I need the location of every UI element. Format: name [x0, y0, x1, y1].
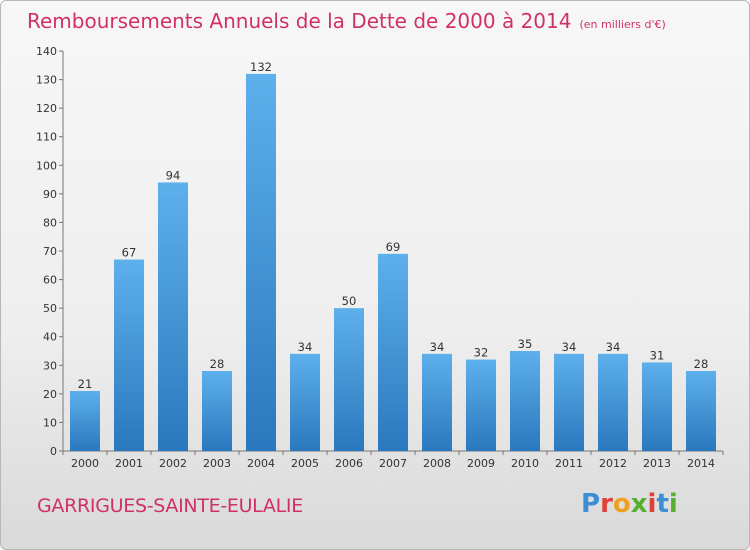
y-tick-label: 140 [36, 45, 57, 58]
bar-value-label: 34 [562, 340, 577, 354]
x-tick-label: 2010 [511, 457, 539, 470]
bar-value-label: 28 [210, 357, 225, 371]
x-tick-label: 2008 [423, 457, 451, 470]
y-tick-label: 20 [43, 388, 57, 401]
bar [422, 353, 452, 451]
chart-title-text: Remboursements Annuels de la Dette de 20… [27, 9, 572, 33]
y-tick-label: 50 [43, 302, 57, 315]
x-tick-label: 2011 [555, 457, 583, 470]
y-tick-label: 40 [43, 331, 57, 344]
x-tick-label: 2003 [203, 457, 231, 470]
bar-value-label: 50 [342, 294, 357, 308]
x-tick-label: 2013 [643, 457, 671, 470]
x-tick-label: 2002 [159, 457, 187, 470]
x-tick-label: 2009 [467, 457, 495, 470]
bar-value-label: 69 [386, 240, 401, 254]
chart-unit: (en milliers d'€) [579, 18, 666, 31]
y-tick-label: 130 [36, 74, 57, 87]
bar-value-label: 132 [250, 60, 272, 74]
bar-value-label: 67 [122, 246, 137, 260]
bar [290, 353, 320, 451]
y-tick-label: 60 [43, 274, 57, 287]
bar-value-label: 32 [474, 346, 489, 360]
bar [554, 353, 584, 451]
y-tick-label: 100 [36, 159, 57, 172]
bar [334, 308, 364, 451]
logo-letter: P [581, 489, 601, 519]
x-tick-label: 2014 [687, 457, 715, 470]
bar [598, 353, 628, 451]
logo-letter: i [668, 489, 678, 519]
bar [246, 73, 276, 451]
chart-title: Remboursements Annuels de la Dette de 20… [27, 9, 666, 33]
bar [686, 371, 716, 451]
bar [202, 371, 232, 451]
x-tick-label: 2005 [291, 457, 319, 470]
bar-value-label: 21 [78, 377, 93, 391]
x-tick-label: 2006 [335, 457, 363, 470]
bar-value-label: 28 [694, 357, 709, 371]
y-tick-label: 120 [36, 102, 57, 115]
bar [114, 259, 144, 451]
bar-value-label: 34 [430, 340, 445, 354]
x-tick-label: 2001 [115, 457, 143, 470]
y-tick-label: 70 [43, 245, 57, 258]
bar [510, 351, 540, 451]
y-tick-label: 10 [43, 416, 57, 429]
x-tick-label: 2007 [379, 457, 407, 470]
logo-letter: r [600, 489, 613, 519]
bar [642, 362, 672, 451]
x-tick-label: 2000 [71, 457, 99, 470]
y-tick-label: 80 [43, 216, 57, 229]
x-tick-label: 2004 [247, 457, 275, 470]
bar [378, 253, 408, 451]
bar [158, 182, 188, 451]
bar-value-label: 31 [650, 348, 665, 362]
logo-letter: t [656, 489, 669, 519]
logo-letter: x [630, 489, 648, 519]
x-tick-label: 2012 [599, 457, 627, 470]
logo-letter: o [612, 489, 631, 519]
y-tick-label: 110 [36, 131, 57, 144]
logo-letter: i [647, 489, 657, 519]
bar [70, 391, 100, 451]
bar-value-label: 34 [298, 340, 313, 354]
bar-value-label: 35 [518, 337, 533, 351]
y-tick-label: 90 [43, 188, 57, 201]
y-tick-label: 30 [43, 359, 57, 372]
bar-value-label: 34 [606, 340, 621, 354]
proxiti-logo[interactable]: Proxiti [581, 489, 678, 519]
bar-value-label: 94 [166, 168, 181, 182]
y-tick-label: 0 [50, 445, 57, 458]
bar [466, 359, 496, 451]
city-name: GARRIGUES-SAINTE-EULALIE [37, 495, 303, 517]
